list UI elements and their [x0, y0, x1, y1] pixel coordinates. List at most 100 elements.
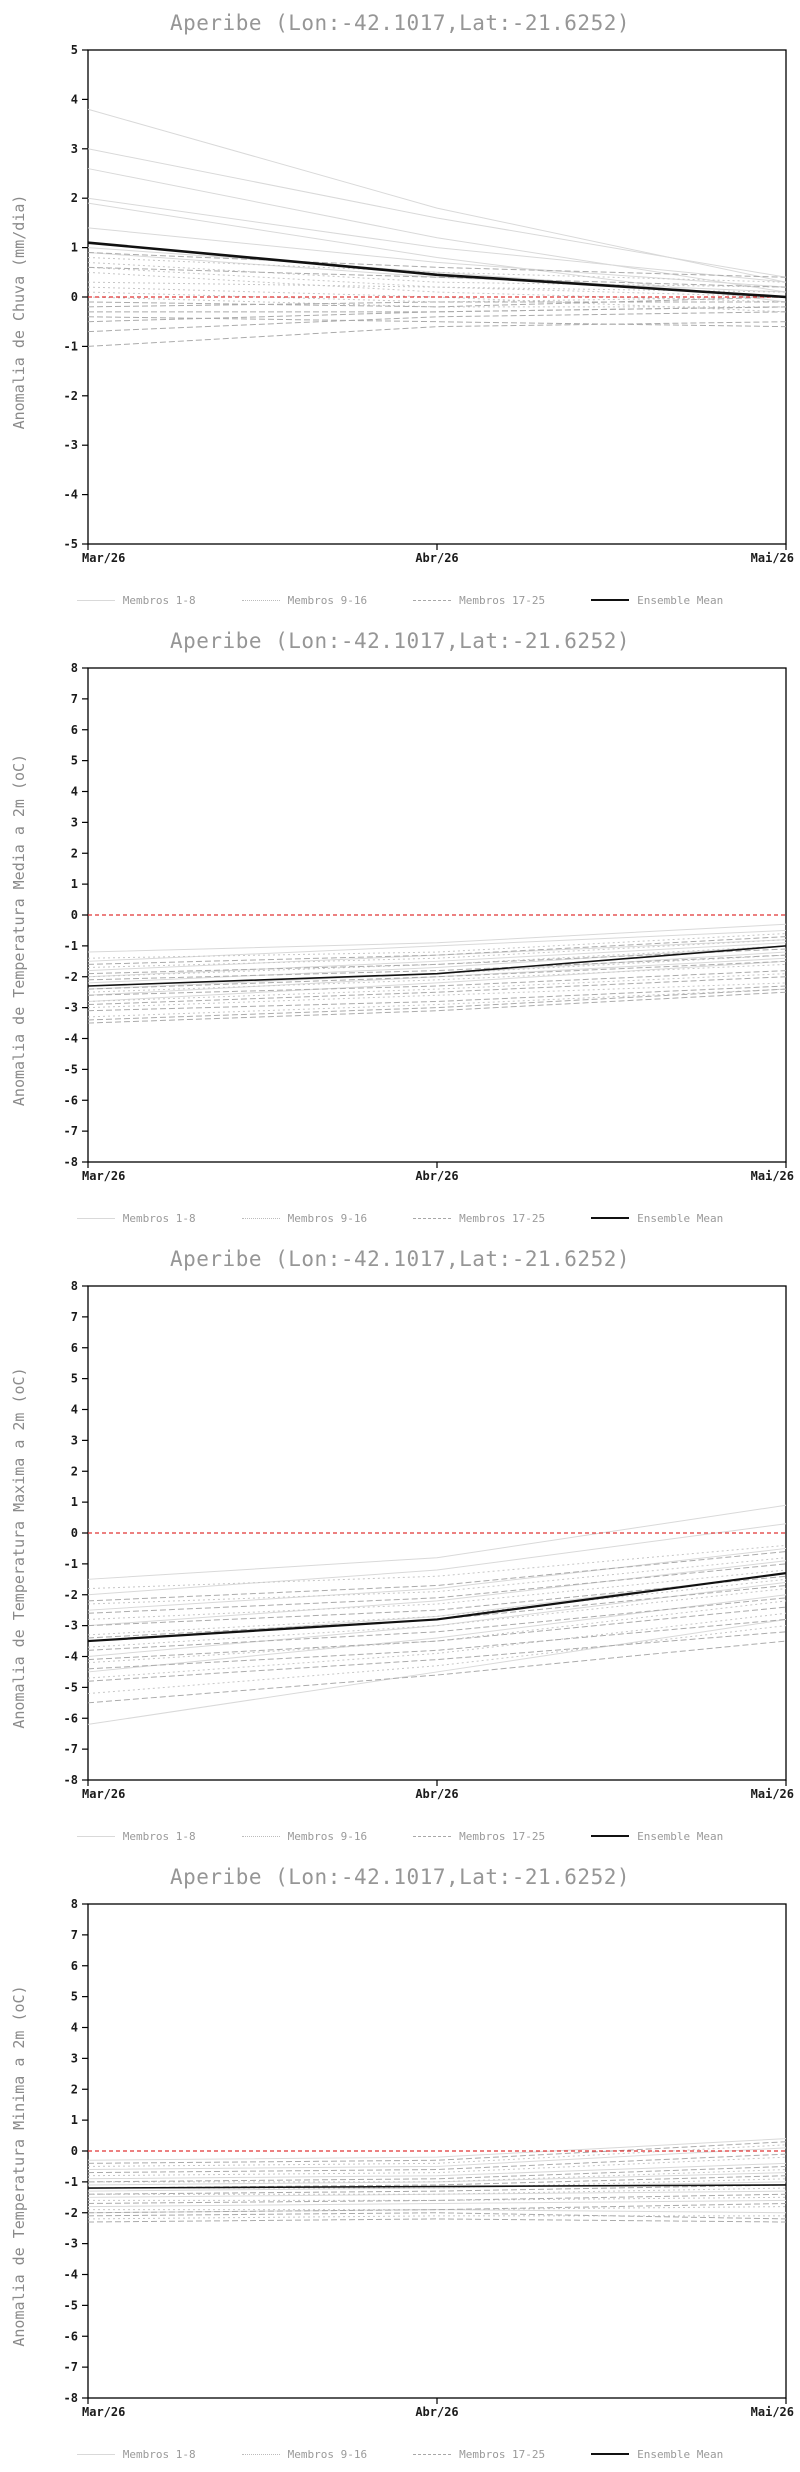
svg-text:Mar/26: Mar/26	[82, 1169, 125, 1183]
legend-item-membros-9-16: Membros 9-16	[241, 1829, 368, 1843]
plot-container: Anomalia de Temperatura Maxima a 2m (oC)…	[0, 1278, 800, 1818]
svg-text:0: 0	[71, 908, 78, 922]
legend-item-membros-9-16: Membros 9-16	[241, 594, 367, 607]
legend-line-membros-1-8-icon	[76, 1835, 115, 1837]
svg-text:Abr/26: Abr/26	[415, 2405, 458, 2419]
svg-text:-6: -6	[64, 1093, 78, 1107]
svg-text:8: 8	[71, 661, 78, 675]
legend: Membros 1-8 Membros 9-16 Membros 17-25 E…	[0, 1200, 800, 1236]
legend-line-membros-9-16-icon	[241, 599, 280, 601]
plot-area-max-temperature: 8 7 6 5 4 3 2 1 0 -1 -2 -3 -4 -5 -6 -7 -8 Mar/26 Abr/26 Mai…	[64, 1279, 794, 1801]
legend-line-membros-9-16-icon	[241, 1217, 280, 1219]
legend-label: Membros 17-25	[459, 1211, 546, 1225]
svg-text:-4: -4	[64, 2268, 78, 2282]
svg-text:3: 3	[71, 142, 78, 156]
svg-text:Abr/26: Abr/26	[415, 1169, 458, 1183]
svg-text:Mai/26: Mai/26	[751, 551, 794, 565]
svg-text:-5: -5	[64, 1062, 78, 1076]
legend-label: Membros 1-8	[122, 1829, 196, 1843]
svg-text:-1: -1	[64, 339, 78, 353]
legend-label: Membros 9-16	[287, 1829, 368, 1843]
legend-label: Membros 1-8	[122, 2447, 196, 2461]
svg-text:7: 7	[71, 692, 78, 706]
svg-text:5: 5	[71, 1990, 78, 2004]
svg-text:Mai/26: Mai/26	[751, 1787, 794, 1801]
svg-text:6: 6	[71, 1341, 78, 1355]
svg-text:-7: -7	[64, 1742, 78, 1756]
chart-panel-min-temperature-anomaly: Aperibe (Lon:-42.1017,Lat:-21.6252) Anom…	[0, 1854, 800, 2472]
svg-text:-5: -5	[64, 2298, 78, 2312]
legend-item-membros-1-8: Membros 1-8	[76, 1829, 196, 1843]
svg-text:1: 1	[71, 241, 78, 255]
legend-item-ensemble-mean: Ensemble Mean	[591, 1830, 723, 1843]
svg-text:Mar/26: Mar/26	[82, 1787, 125, 1801]
legend-item-membros-17-25: Membros 17-25	[413, 1830, 545, 1843]
legend-line-membros-1-8-icon	[76, 599, 115, 601]
svg-text:-3: -3	[64, 2237, 78, 2251]
legend: Membros 1-8 Membros 9-16 Membros 17-25 E…	[0, 582, 800, 618]
legend-item-membros-9-16: Membros 9-16	[241, 1211, 368, 1225]
svg-text:-3: -3	[64, 1001, 78, 1015]
svg-text:-3: -3	[64, 1619, 78, 1633]
chart-panel-max-temperature-anomaly: Aperibe (Lon:-42.1017,Lat:-21.6252) Anom…	[0, 1236, 800, 1854]
plot-container: Anomalia de Temperatura Minima a 2m (oC)…	[0, 1896, 800, 2436]
svg-text:5: 5	[71, 754, 78, 768]
svg-text:-1: -1	[64, 1557, 78, 1571]
legend: Membros 1-8 Membros 9-16 Membros 17-25 E…	[0, 1818, 800, 1854]
svg-text:2: 2	[71, 191, 78, 205]
legend-line-membros-17-25-icon	[413, 2453, 452, 2455]
svg-text:1: 1	[71, 877, 78, 891]
svg-text:-8: -8	[64, 2391, 78, 2405]
svg-text:-2: -2	[64, 2206, 78, 2220]
legend-label: Ensemble Mean	[637, 593, 724, 607]
legend-line-membros-17-25-icon	[413, 599, 452, 601]
legend-line-ensemble-mean-icon	[591, 1217, 630, 1219]
chart-title: Aperibe (Lon:-42.1017,Lat:-21.6252)	[169, 11, 630, 35]
svg-text:Mai/26: Mai/26	[751, 1169, 794, 1183]
plot-container: Anomalia de Chuva (mm/dia) 5 4 3 2 1 0 -1 -2 -3-…	[0, 42, 800, 582]
svg-text:3: 3	[71, 1433, 78, 1447]
legend-label: Membros 1-8	[122, 1211, 196, 1225]
svg-text:0: 0	[71, 1526, 78, 1540]
legend-line-membros-9-16-icon	[241, 1835, 280, 1837]
svg-text:7: 7	[71, 1310, 78, 1324]
legend-item-membros-17-25: Membros 17-25	[413, 1212, 545, 1225]
svg-text:-7: -7	[64, 1124, 78, 1138]
legend-label: Ensemble Mean	[637, 1211, 724, 1225]
svg-text:4: 4	[71, 2021, 78, 2035]
svg-text:-7: -7	[64, 2360, 78, 2374]
legend-item-membros-1-8: Membros 1-8	[76, 1211, 196, 1225]
plot-area-min-temperature: 8 7 6 5 4 3 2 1 0 -1 -2 -3 -4 -5 -6 -7 -8 Mar/26 Abr/26 Mai…	[64, 1897, 794, 2419]
chart-title: Aperibe (Lon:-42.1017,Lat:-21.6252)	[169, 629, 630, 653]
legend-item-ensemble-mean: Ensemble Mean	[591, 2448, 723, 2461]
svg-text:Mar/26: Mar/26	[82, 2405, 125, 2419]
svg-text:-3: -3	[64, 438, 78, 452]
legend-line-ensemble-mean-icon	[591, 2453, 630, 2455]
legend-item-ensemble-mean: Ensemble Mean	[591, 1212, 723, 1225]
svg-text:-1: -1	[64, 939, 78, 953]
legend-label: Membros 1-8	[122, 593, 196, 607]
svg-text:2: 2	[71, 846, 78, 860]
svg-text:8: 8	[71, 1279, 78, 1293]
svg-text:5: 5	[71, 1372, 78, 1386]
svg-text:6: 6	[71, 723, 78, 737]
legend-item-membros-1-8: Membros 1-8	[76, 2447, 196, 2461]
plot-area-mean-temperature: 8 7 6 5 4 3 2 1 0 -1 -2 -3 -4 -5 -6 -7 -8 Mar/26 Abr/26 Mai…	[64, 661, 794, 1183]
svg-text:7: 7	[71, 1928, 78, 1942]
plot-area-precipitation: 5 4 3 2 1 0 -1 -2 -3 -4 -5 Mar/26 Abr/26 Mai/26	[64, 43, 794, 565]
legend-label: Membros 9-16	[287, 1211, 368, 1225]
legend-line-ensemble-mean-icon	[591, 1835, 630, 1837]
plot-container: Anomalia de Temperatura Media a 2m (oC) …	[0, 660, 800, 1200]
svg-text:-2: -2	[64, 1588, 78, 1602]
legend-label: Ensemble Mean	[637, 1829, 724, 1843]
svg-text:Abr/26: Abr/26	[415, 1787, 458, 1801]
legend-item-membros-1-8: Membros 1-8	[76, 593, 196, 607]
legend-label: Membros 17-25	[459, 593, 546, 607]
svg-text:3: 3	[71, 2051, 78, 2065]
legend-label: Membros 17-25	[459, 1829, 546, 1843]
legend-line-membros-1-8-icon	[76, 2453, 115, 2455]
svg-text:4: 4	[71, 1403, 78, 1417]
legend-line-membros-17-25-icon	[413, 1217, 452, 1219]
svg-text:5: 5	[71, 43, 78, 57]
svg-text:-4: -4	[64, 488, 78, 502]
